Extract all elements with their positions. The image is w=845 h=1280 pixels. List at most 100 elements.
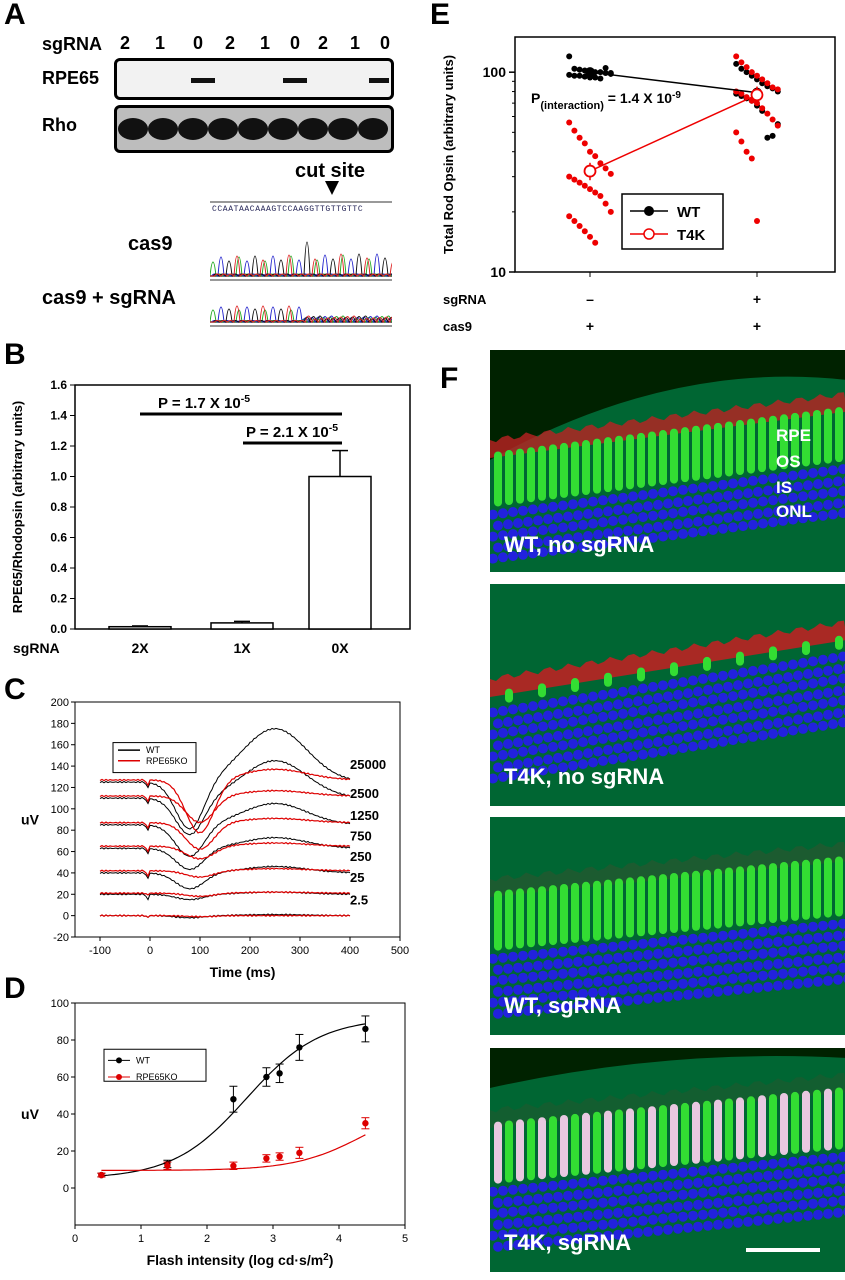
nucleus [818, 466, 828, 477]
nucleus [698, 932, 708, 943]
nucleus [798, 679, 808, 690]
nucleus [623, 503, 633, 514]
nucleus [613, 974, 623, 985]
nucleus [638, 683, 648, 694]
x-tick-label: 2X [131, 640, 149, 656]
condition-label-cas9: cas9 [443, 319, 472, 334]
data-point-wt [566, 53, 573, 60]
nucleus [828, 719, 838, 730]
nucleus [623, 1184, 633, 1195]
nucleus [788, 945, 798, 956]
nucleus [813, 932, 823, 943]
nucleus [490, 953, 498, 964]
nucleus [788, 703, 798, 714]
nucleus [658, 980, 668, 991]
x-tick-label: 3 [270, 1233, 276, 1245]
nucleus [653, 692, 663, 703]
nucleus [598, 942, 608, 953]
nucleus [623, 741, 633, 752]
nucleus [498, 508, 508, 519]
nucleus [673, 711, 683, 722]
nucleus [578, 541, 588, 552]
nucleus [633, 502, 643, 513]
panel-label-b: B [4, 338, 26, 371]
nucleus [568, 989, 578, 1000]
nucleus [490, 1208, 498, 1219]
nucleus [758, 496, 768, 507]
trace-rpe65ko [99, 914, 351, 919]
data-point-wt [597, 75, 604, 82]
nucleus [783, 1168, 793, 1179]
p-interaction: P(interaction) = 1.4 X 10-9 [531, 90, 681, 113]
nucleus [503, 1240, 513, 1251]
nucleus [533, 982, 543, 993]
intensity-label: 750 [350, 829, 372, 844]
nucleus [738, 499, 748, 510]
nucleus [768, 1202, 778, 1213]
outer-segment [505, 688, 513, 703]
outer-segment [648, 875, 656, 936]
nucleus [793, 714, 803, 725]
nucleus [548, 1224, 558, 1235]
nucleus [588, 691, 598, 702]
nucleus [678, 743, 688, 754]
outer-segment [571, 441, 579, 497]
nucleus [553, 708, 563, 719]
outer-segment [637, 1107, 645, 1170]
nucleus [653, 521, 663, 532]
outer-segment [692, 425, 700, 481]
legend-label-t4k: T4K [677, 227, 706, 244]
nucleus [703, 684, 713, 695]
micrograph-caption-3: WT, sgRNA [504, 993, 622, 1018]
nucleus [763, 1170, 773, 1181]
legend-label-wt: WT [146, 745, 160, 755]
nucleus [548, 741, 558, 752]
nucleus [628, 1216, 638, 1227]
micrograph-caption-2: T4K, no sgRNA [504, 764, 665, 789]
nucleus [658, 958, 668, 969]
nucleus [833, 1163, 843, 1174]
y-tick-label: 80 [57, 1035, 69, 1047]
nucleus [528, 504, 538, 515]
bar [210, 622, 274, 630]
nucleus [593, 746, 603, 757]
micrograph-image-3 [490, 817, 845, 1035]
nucleus [653, 948, 663, 959]
x-tick-label: 300 [291, 945, 309, 957]
nucleus [728, 691, 738, 702]
nucleus [508, 1228, 518, 1239]
data-point-wt [263, 1073, 270, 1081]
outer-segment [615, 878, 623, 939]
nucleus [613, 743, 623, 754]
nucleus [503, 541, 513, 552]
rho-band [238, 118, 268, 140]
nucleus [633, 1183, 643, 1194]
outer-segment [747, 418, 755, 474]
nucleus [743, 961, 753, 972]
outer-segment [703, 869, 711, 930]
nucleus [583, 704, 593, 715]
outer-segment [494, 890, 502, 951]
nucleus [838, 486, 845, 497]
nucleus [608, 516, 618, 527]
outer-segment [758, 864, 766, 925]
nucleus [723, 1218, 733, 1229]
y-tick-label: 20 [57, 889, 69, 901]
nucleus [653, 1181, 663, 1192]
data-point-t4k [774, 122, 781, 129]
nucleus [598, 539, 608, 550]
nucleus [798, 469, 808, 480]
nucleus [833, 708, 843, 719]
nucleus [708, 525, 718, 536]
nucleus [748, 519, 758, 530]
nucleus [743, 1216, 753, 1227]
nucleus [838, 962, 845, 973]
nucleus [758, 926, 768, 937]
nucleus [628, 1172, 638, 1183]
nucleus [773, 936, 783, 947]
outer-segment [659, 874, 667, 935]
rho-band [358, 118, 388, 140]
micrograph-caption-4: T4K, sgRNA [504, 1230, 632, 1255]
nucleus [728, 973, 738, 984]
nucleus [493, 1219, 503, 1230]
